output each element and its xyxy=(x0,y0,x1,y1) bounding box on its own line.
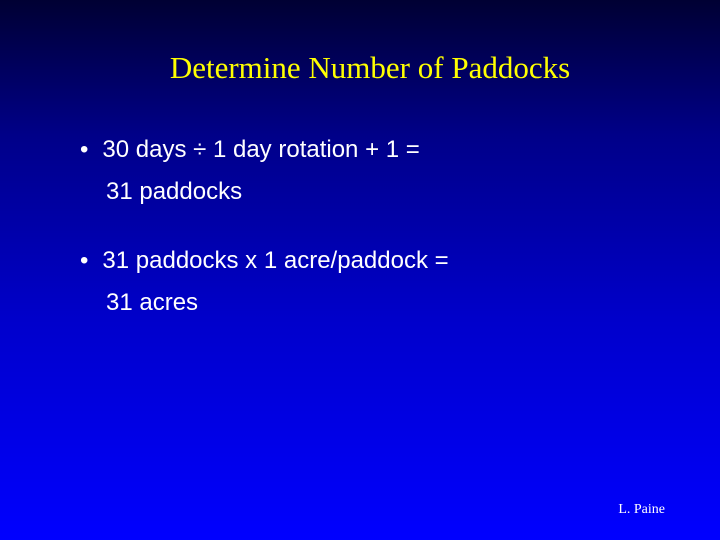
bullet-text: 31 paddocks x 1 acre/paddock = xyxy=(102,242,660,280)
slide: Determine Number of Paddocks • 30 days ÷… xyxy=(0,0,720,540)
bullet-subline: 31 acres xyxy=(80,284,660,322)
slide-content: • 30 days ÷ 1 day rotation + 1 = 31 padd… xyxy=(60,131,660,323)
bullet-item: • 30 days ÷ 1 day rotation + 1 = 31 padd… xyxy=(80,131,660,212)
bullet-line: • 30 days ÷ 1 day rotation + 1 = xyxy=(80,131,660,169)
slide-title: Determine Number of Paddocks xyxy=(80,50,660,86)
bullet-text: 30 days ÷ 1 day rotation + 1 = xyxy=(102,131,660,169)
bullet-subline: 31 paddocks xyxy=(80,173,660,211)
bullet-icon: • xyxy=(80,242,88,280)
attribution: L. Paine xyxy=(618,502,665,518)
bullet-line: • 31 paddocks x 1 acre/paddock = xyxy=(80,242,660,280)
bullet-item: • 31 paddocks x 1 acre/paddock = 31 acre… xyxy=(80,242,660,323)
bullet-icon: • xyxy=(80,131,88,169)
